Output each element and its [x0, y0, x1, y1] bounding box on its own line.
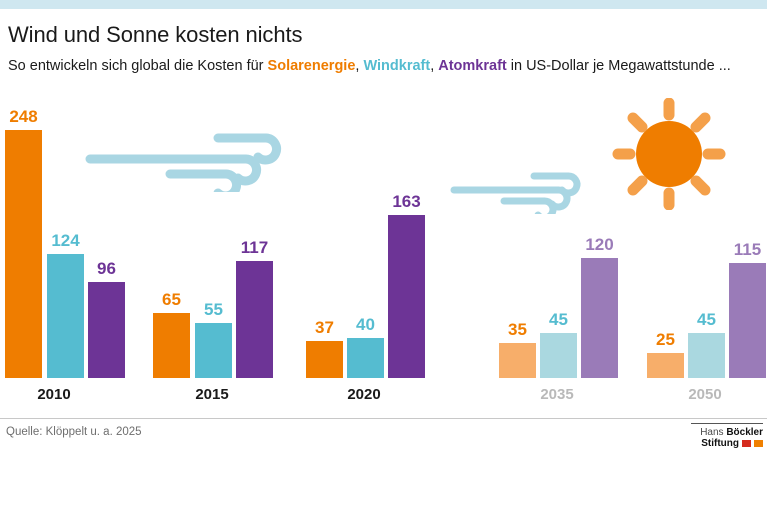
bar-2020-windkraft	[347, 338, 384, 378]
legend-solarenergie: Solarenergie	[267, 58, 356, 74]
logo-line-1: Hans Böckler	[700, 427, 763, 438]
logo-boeckler: Böckler	[726, 427, 763, 439]
logo-rule	[691, 422, 763, 425]
subtitle-sep-1: ,	[355, 58, 364, 74]
top-accent-band	[0, 0, 767, 9]
subtitle-sep-2: ,	[430, 58, 439, 74]
bar-value-2035-windkraft: 45	[549, 310, 568, 329]
logo-hans: Hans	[700, 427, 727, 439]
bar-value-2020-atomkraft: 163	[392, 192, 421, 211]
bar-value-2015-solarenergie: 65	[162, 290, 181, 309]
bar-value-2020-windkraft: 40	[356, 315, 375, 334]
bar-2015-solarenergie	[153, 313, 190, 378]
chart-plot-area: 248 124 96 65 55 117 37 40 163 35 45 120…	[0, 95, 767, 378]
bar-value-2050-windkraft: 45	[697, 310, 716, 329]
bar-value-2015-atomkraft: 117	[240, 238, 269, 257]
logo-swatch-orange	[754, 440, 763, 448]
bar-2035-windkraft	[540, 333, 577, 378]
subtitle-suffix: in US-Dollar je Megawattstunde ...	[506, 58, 731, 74]
bar-2010-solarenergie	[5, 130, 42, 378]
logo-line-2: Stiftung	[701, 438, 763, 449]
chart-subtitle: So entwickeln sich global die Kosten für…	[8, 58, 731, 74]
bar-value-2010-atomkraft: 96	[97, 259, 116, 278]
bar-2020-atomkraft	[388, 215, 425, 378]
bar-value-2015-windkraft: 55	[204, 300, 223, 319]
logo-swatch-red	[742, 440, 751, 448]
x-axis-label-2015: 2015	[195, 386, 229, 403]
bar-value-2010-windkraft: 124	[51, 231, 80, 250]
bar-2050-windkraft	[688, 333, 725, 378]
legend-atomkraft: Atomkraft	[438, 58, 507, 74]
x-axis-label-2050: 2050	[688, 386, 722, 403]
bar-2035-atomkraft	[581, 258, 618, 378]
bar-2015-atomkraft	[236, 261, 273, 378]
bar-2010-windkraft	[47, 254, 84, 378]
legend-windkraft: Windkraft	[363, 58, 431, 74]
bar-2015-windkraft	[195, 323, 232, 378]
bar-value-2035-atomkraft: 120	[585, 235, 614, 254]
bar-2020-solarenergie	[306, 341, 343, 378]
x-axis-label-2020: 2020	[347, 386, 381, 403]
sun-icon	[612, 98, 726, 210]
hans-boeckler-stiftung-logo: Hans Böckler Stiftung	[691, 421, 763, 451]
page-title: Wind und Sonne kosten nichts	[8, 22, 303, 47]
bar-2050-atomkraft	[729, 263, 766, 378]
wind-swirl-icon	[450, 172, 581, 214]
wind-swirl-icon	[85, 133, 281, 192]
bar-value-2010-solarenergie: 248	[9, 107, 38, 126]
footer-divider	[0, 418, 767, 419]
bar-value-2035-solarenergie: 35	[508, 320, 527, 339]
x-axis-label-2010: 2010	[37, 386, 71, 403]
x-axis-label-2035: 2035	[540, 386, 574, 403]
bar-value-2050-solarenergie: 25	[656, 330, 675, 349]
bar-2035-solarenergie	[499, 343, 536, 378]
bar-value-2050-atomkraft: 115	[733, 240, 762, 259]
bar-2010-atomkraft	[88, 282, 125, 378]
source-note: Quelle: Klöppelt u. a. 2025	[6, 426, 142, 438]
bar-value-2020-solarenergie: 37	[315, 318, 334, 337]
subtitle-prefix: So entwickeln sich global die Kosten für	[8, 58, 268, 74]
bar-2050-solarenergie	[647, 353, 684, 378]
logo-stiftung: Stiftung	[701, 438, 739, 450]
